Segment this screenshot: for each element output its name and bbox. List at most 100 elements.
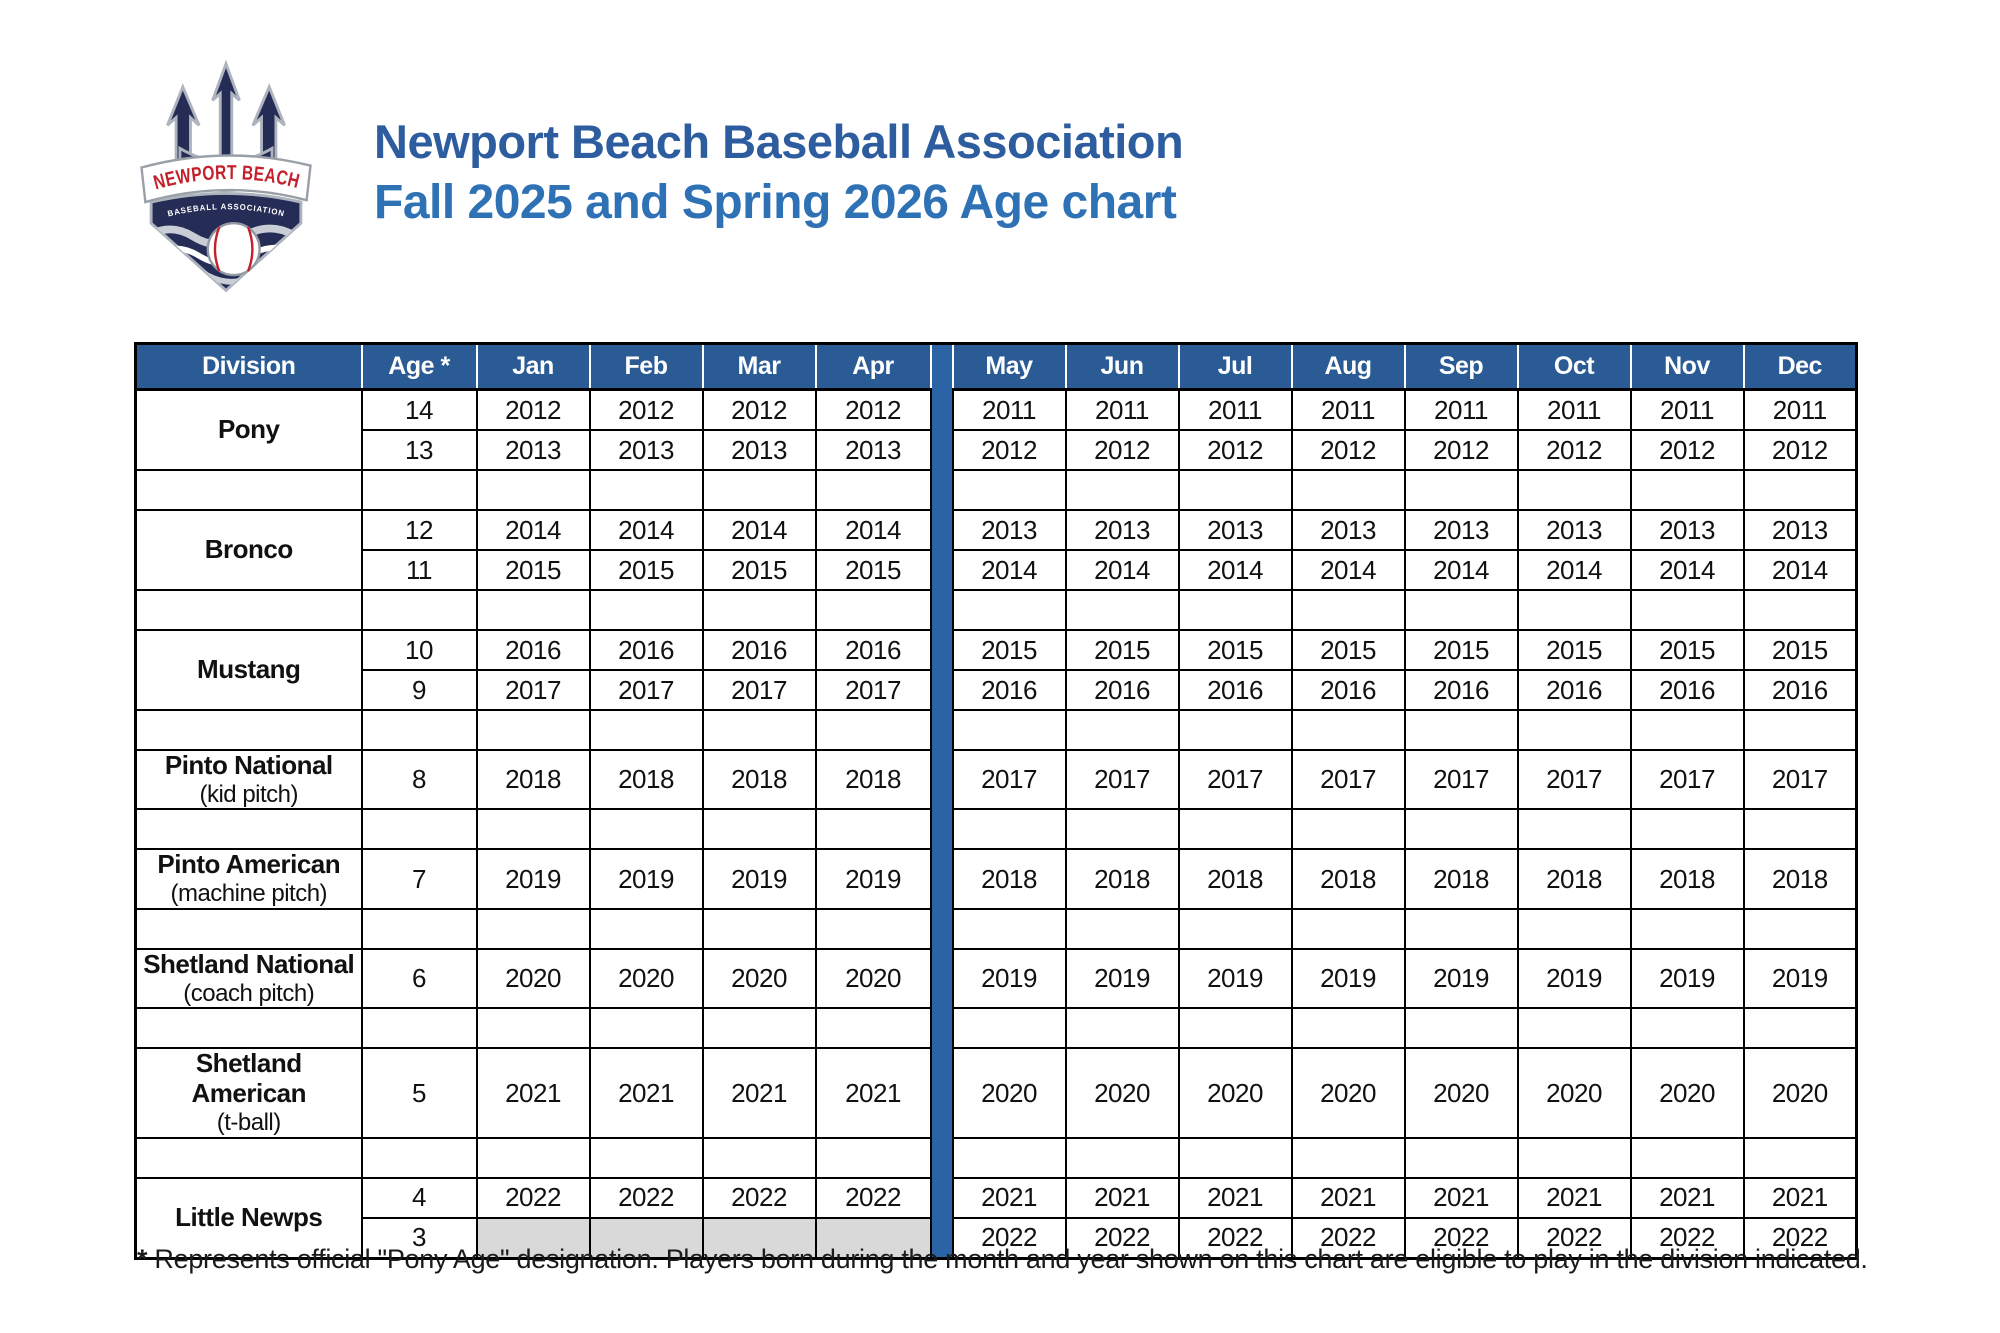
division-name: Little Newps xyxy=(175,1201,323,1232)
birth-year-cell: 2015 xyxy=(1742,629,1858,671)
birth-year-cell: 2021 xyxy=(588,1047,704,1139)
birth-year-cell: 2013 xyxy=(1629,509,1745,551)
division-name: Shetland American xyxy=(191,1048,307,1109)
spacer-cell xyxy=(1290,1007,1406,1050)
age-cell: 9 xyxy=(360,669,478,711)
age-cell: 11 xyxy=(360,549,478,591)
birth-year-cell: 2013 xyxy=(475,429,591,471)
birth-year-cell: 2022 xyxy=(814,1176,932,1219)
age-cell: 7 xyxy=(360,848,478,910)
birth-year-cell: 2016 xyxy=(1742,669,1858,711)
birth-year-cell: 2020 xyxy=(1064,1047,1180,1139)
birth-year-cell: 2013 xyxy=(588,429,704,471)
birth-year-cell: 2021 xyxy=(1629,1176,1745,1219)
season-divider-bar xyxy=(929,809,954,850)
season-divider-bar xyxy=(929,630,954,670)
birth-year-cell: 2015 xyxy=(1516,629,1632,671)
spacer-cell xyxy=(360,469,478,511)
table-row: Pinto American (machine pitch) 7 2019 2019 20… xyxy=(134,848,1858,910)
birth-year-cell: 2012 xyxy=(701,388,817,431)
birth-year-cell: 2015 xyxy=(588,549,704,591)
col-header-nov: Nov xyxy=(1629,342,1745,391)
birth-year-cell: 2012 xyxy=(475,388,591,431)
birth-year-cell: 2019 xyxy=(588,848,704,910)
birth-year-cell: 2016 xyxy=(1177,669,1293,711)
spacer-cell xyxy=(1516,709,1632,751)
birth-year-cell: 2018 xyxy=(814,748,932,811)
col-header-aug: Aug xyxy=(1290,342,1406,391)
table-row: 3 2022 2022 2022 2022 2022 2022 2022 2022 xyxy=(136,1216,1858,1260)
col-header-age: Age * xyxy=(360,342,478,391)
birth-year-cell: 2012 xyxy=(1742,429,1858,471)
birth-year-cell: 2015 xyxy=(1403,629,1519,671)
birth-year-cell: 2017 xyxy=(1516,748,1632,811)
spacer-cell xyxy=(1290,469,1406,511)
birth-year-cell: 2018 xyxy=(475,748,591,811)
birth-year-cell: 2012 xyxy=(588,388,704,431)
season-divider-bar xyxy=(929,1048,954,1138)
birth-year-cell: 2019 xyxy=(951,947,1067,1010)
season-divider-bar xyxy=(929,750,954,810)
birth-year-cell: 2017 xyxy=(1177,748,1293,811)
spacer-row xyxy=(134,1007,1858,1050)
birth-year-cell: 2014 xyxy=(1064,549,1180,591)
division-pinto-national: Pinto National (kid pitch) xyxy=(134,748,363,811)
division-shetland-american: Shetland American (t-ball) xyxy=(134,1047,363,1139)
spacer-cell xyxy=(1064,808,1180,851)
birth-year-cell: 2021 xyxy=(475,1047,591,1139)
spacer-cell xyxy=(1516,808,1632,851)
birth-year-cell: 2013 xyxy=(1064,509,1180,551)
table-row: 13 2013 2013 2013 2013 2012 2012 2012 2012 2012 20… xyxy=(136,429,1858,471)
spacer-cell xyxy=(1403,709,1519,751)
birth-year-cell: 2013 xyxy=(1516,509,1632,551)
spacer-cell xyxy=(1290,907,1406,950)
spacer-cell xyxy=(588,1136,704,1179)
age-cell: 10 xyxy=(360,629,478,671)
spacer-cell xyxy=(814,907,932,950)
birth-year-cell: 2018 xyxy=(701,748,817,811)
spacer-cell xyxy=(951,1136,1067,1179)
spacer-cell xyxy=(951,808,1067,851)
birth-year-cell: 2016 xyxy=(1403,669,1519,711)
birth-year-cell: 2012 xyxy=(1403,429,1519,471)
age-cell: 14 xyxy=(360,388,478,431)
spacer-cell xyxy=(1742,808,1858,851)
spacer-cell xyxy=(951,469,1067,511)
spacer-cell xyxy=(1177,907,1293,950)
birth-year-cell: 2017 xyxy=(1403,748,1519,811)
season-divider-bar xyxy=(929,1008,954,1049)
footnote-text: Represents official "Pony Age" designati… xyxy=(147,1244,1868,1274)
spacer-cell xyxy=(360,709,478,751)
spacer-cell xyxy=(360,1007,478,1050)
spacer-cell xyxy=(134,1007,363,1050)
birth-year-cell: 2020 xyxy=(1516,1047,1632,1139)
birth-year-cell: 2021 xyxy=(1290,1176,1406,1219)
spacer-cell xyxy=(701,1136,817,1179)
spacer-cell xyxy=(1403,907,1519,950)
season-divider-bar xyxy=(929,430,954,470)
birth-year-cell: 2021 xyxy=(814,1047,932,1139)
footnote-asterisk: * xyxy=(137,1244,148,1274)
birth-year-cell: 2014 xyxy=(475,509,591,551)
table-row: Shetland National (coach pitch) 6 2020 2020 2… xyxy=(134,947,1858,1010)
birth-year-cell: 2012 xyxy=(814,388,932,431)
season-divider-bar xyxy=(929,1137,954,1178)
spacer-cell xyxy=(1177,709,1293,751)
season-divider-bar xyxy=(929,550,954,590)
birth-year-cell: 2019 xyxy=(1064,947,1180,1010)
season-divider-bar xyxy=(929,948,954,1009)
birth-year-cell: 2022 xyxy=(1742,1216,1858,1260)
empty-cell xyxy=(588,1216,704,1260)
brand-titles: Newport Beach Baseball Association Fall … xyxy=(374,118,1184,229)
birth-year-cell: 2022 xyxy=(588,1176,704,1219)
birth-year-cell: 2019 xyxy=(1629,947,1745,1010)
birth-year-cell: 2015 xyxy=(1290,629,1406,671)
birth-year-cell: 2017 xyxy=(1290,748,1406,811)
birth-year-cell: 2014 xyxy=(1629,549,1745,591)
birth-year-cell: 2016 xyxy=(1629,669,1745,711)
spacer-cell xyxy=(814,469,932,511)
spacer-cell xyxy=(1403,808,1519,851)
birth-year-cell: 2018 xyxy=(1742,848,1858,910)
page-subtitle: Fall 2025 and Spring 2026 Age chart xyxy=(374,176,1177,229)
